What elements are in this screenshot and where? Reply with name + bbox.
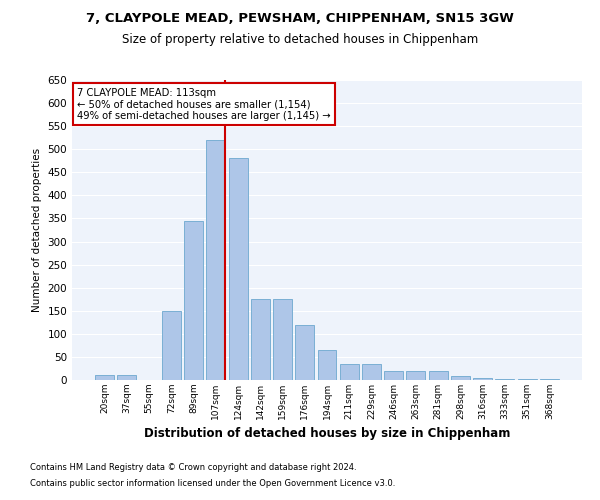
Bar (384, 371, 403, 380)
Bar (184, 221, 203, 380)
Bar (429, 371, 448, 380)
Bar (406, 371, 425, 380)
Bar (273, 299, 292, 380)
Bar (362, 364, 381, 380)
Text: Contains HM Land Registry data © Crown copyright and database right 2024.: Contains HM Land Registry data © Crown c… (30, 464, 356, 472)
Bar (317, 350, 337, 380)
Bar (162, 311, 181, 380)
Bar (473, 378, 492, 380)
Bar (229, 158, 248, 380)
Bar (251, 299, 270, 380)
Text: 7 CLAYPOLE MEAD: 113sqm
← 50% of detached houses are smaller (1,154)
49% of semi: 7 CLAYPOLE MEAD: 113sqm ← 50% of detache… (77, 88, 331, 120)
Bar (518, 378, 536, 380)
Text: Size of property relative to detached houses in Chippenham: Size of property relative to detached ho… (122, 32, 478, 46)
Text: Contains public sector information licensed under the Open Government Licence v3: Contains public sector information licen… (30, 478, 395, 488)
Bar (340, 364, 359, 380)
Bar (118, 376, 136, 380)
Bar (451, 376, 470, 380)
Bar (496, 378, 514, 380)
Bar (295, 324, 314, 380)
Bar (206, 140, 225, 380)
Bar (540, 378, 559, 380)
Text: 7, CLAYPOLE MEAD, PEWSHAM, CHIPPENHAM, SN15 3GW: 7, CLAYPOLE MEAD, PEWSHAM, CHIPPENHAM, S… (86, 12, 514, 26)
Bar (95, 376, 114, 380)
Y-axis label: Number of detached properties: Number of detached properties (32, 148, 42, 312)
X-axis label: Distribution of detached houses by size in Chippenham: Distribution of detached houses by size … (144, 428, 510, 440)
